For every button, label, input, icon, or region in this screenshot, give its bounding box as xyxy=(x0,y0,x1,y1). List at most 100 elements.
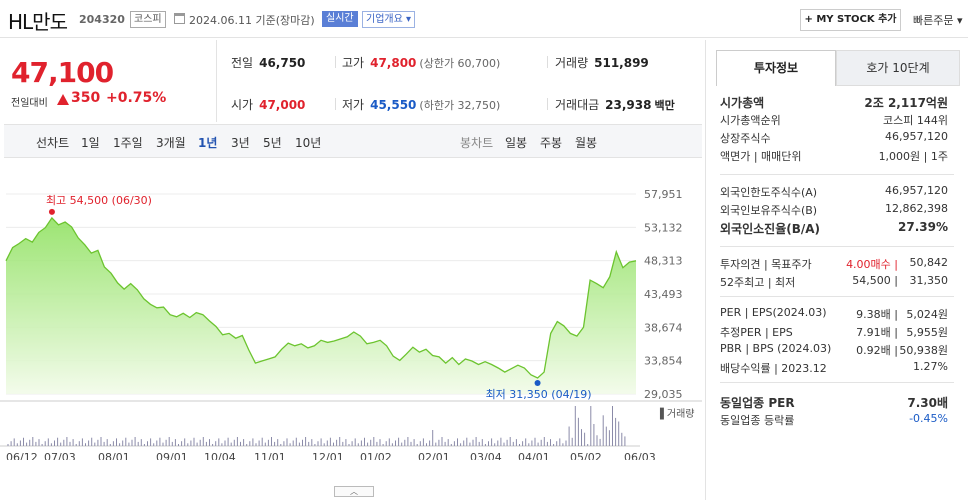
info-value: 1.27% xyxy=(913,360,948,373)
y-tick-label: 53,132 xyxy=(644,221,683,234)
x-tick-label: 12/01 xyxy=(312,451,344,460)
date-basis: 2024.06.11 기준(장마감) xyxy=(189,14,315,27)
max-point-marker xyxy=(48,208,55,215)
info-label: 외국인한도주식수(A) xyxy=(720,186,818,199)
metric-volume: 거래량 511,899 xyxy=(555,56,649,70)
period-1d[interactable]: 1일 xyxy=(81,136,100,150)
y-tick-label: 48,313 xyxy=(644,255,683,268)
up-arrow-icon xyxy=(57,94,69,105)
info-row: 액면가 | 매매단위 1,000원 | 1주 xyxy=(720,148,948,166)
chart-period-bar: 선차트 1일 1주일 3개월 1년 3년 5년 10년 봉차트 일봉 주봉 월봉 xyxy=(4,124,702,158)
info-mid-value: 7.91배 | xyxy=(856,326,898,339)
info-row: 시가총액 2조 2,117억원 xyxy=(720,94,948,112)
info-label: 동일업종 등락률 xyxy=(720,414,795,427)
y-tick-label: 38,674 xyxy=(644,321,683,334)
quick-order-dropdown[interactable]: 빠른주문 ▾ xyxy=(913,14,963,27)
info-value: 12,862,398 xyxy=(885,202,948,215)
info-value: 31,350 xyxy=(909,274,949,287)
period-3m[interactable]: 3개월 xyxy=(156,136,186,150)
info-value: 46,957,120 xyxy=(885,130,948,143)
tab-orderbook[interactable]: 호가 10단계 xyxy=(836,50,960,86)
info-label: 52주최고 | 최저 xyxy=(720,276,796,289)
info-value: 27.39% xyxy=(898,220,948,234)
y-tick-label: 57,951 xyxy=(644,188,683,201)
tab-investment-info[interactable]: 투자정보 xyxy=(716,50,836,86)
info-tabs: 투자정보 호가 10단계 xyxy=(716,50,960,86)
info-label: PBR | BPS (2024.03) xyxy=(720,342,832,355)
info-row: 추정PER | EPS 7.91배 | 5,955원 xyxy=(720,324,948,342)
info-label: 배당수익률 | 2023.12 xyxy=(720,362,827,375)
candle-weekly[interactable]: 주봉 xyxy=(540,136,563,150)
divider xyxy=(720,174,954,175)
metric-low: 저가 45,550 (하한가 32,750) xyxy=(342,98,501,112)
info-mid-value: 54,500 | xyxy=(852,274,898,287)
info-row: 외국인소진율(B/A) 27.39% xyxy=(720,220,948,238)
info-row: PBR | BPS (2024.03) 0.92배 | 50,938원 xyxy=(720,342,948,360)
price-line xyxy=(5,216,637,379)
stock-header: HL만도 204320 코스피 2024.06.11 기준(장마감) 실시간 기… xyxy=(0,0,968,38)
change-percent: +0.75% xyxy=(106,90,167,106)
info-value: 7.30배 xyxy=(907,396,948,410)
info-label: 추정PER | EPS xyxy=(720,326,793,339)
market-badge: 코스피 xyxy=(130,11,166,28)
change-label: 전일대비 xyxy=(11,98,48,109)
period-3y[interactable]: 3년 xyxy=(231,136,250,150)
add-mystock-button[interactable]: + MY STOCK 추가 xyxy=(800,9,901,31)
corp-info-dropdown[interactable]: 기업개요 ▾ xyxy=(362,11,416,28)
info-value: 50,938원 xyxy=(899,344,948,357)
info-row: 외국인한도주식수(A) 46,957,120 xyxy=(720,184,948,202)
period-1y[interactable]: 1년 xyxy=(198,136,218,150)
x-tick-label: 06/03 xyxy=(624,451,656,460)
metric-open: 시가 47,000 xyxy=(231,98,306,112)
info-value: 46,957,120 xyxy=(885,184,948,197)
info-label: 외국인보유주식수(B) xyxy=(720,204,818,217)
divider xyxy=(720,246,954,247)
info-mid-value: 9.38배 | xyxy=(856,308,898,321)
y-tick-label: 43,493 xyxy=(644,288,683,301)
info-value: -0.45% xyxy=(909,412,948,425)
info-row: 동일업종 PER 7.30배 xyxy=(720,394,948,412)
current-price: 47,100 xyxy=(11,56,114,89)
info-row: 외국인보유주식수(B) 12,862,398 xyxy=(720,202,948,220)
period-1w[interactable]: 1주일 xyxy=(113,136,143,150)
metric-high: 고가 47,800 (상한가 60,700) xyxy=(342,56,501,70)
metric-prev: 전일 46,750 xyxy=(231,56,306,70)
info-label: 시가총액순위 xyxy=(720,114,781,127)
min-point-marker xyxy=(534,379,541,386)
max-label: 최고 54,500 (06/30) xyxy=(46,194,152,207)
x-tick-label: 03/04 xyxy=(470,451,502,460)
divider xyxy=(720,296,954,297)
x-tick-label: 11/01 xyxy=(254,451,286,460)
info-label: 동일업종 PER xyxy=(720,396,795,410)
info-label: 상장주식수 xyxy=(720,132,771,145)
info-row: 시가총액순위 코스피 144위 xyxy=(720,112,948,130)
price-summary: 47,100 전일대비 350 +0.75% xyxy=(4,40,216,120)
realtime-button[interactable]: 실시간 xyxy=(322,11,358,27)
chevron-up-icon[interactable]: ︿ xyxy=(334,486,374,497)
info-value: 코스피 144위 xyxy=(883,114,948,127)
info-mid-value: 4.00매수 | xyxy=(846,258,898,271)
price-chart-svg: 57,951 53,132 48,313 43,493 38,674 33,854 29,0… xyxy=(0,188,702,464)
period-5y[interactable]: 5년 xyxy=(263,136,282,150)
x-tick-label: 05/02 xyxy=(570,451,602,460)
candle-monthly[interactable]: 월봉 xyxy=(575,136,598,150)
divider xyxy=(720,382,954,383)
x-tick-label: 08/01 xyxy=(98,451,130,460)
info-row: 52주최고 | 최저 54,500 | 31,350 xyxy=(720,274,948,292)
y-tick-label: 33,854 xyxy=(644,355,683,368)
info-value: 5,955원 xyxy=(906,326,948,339)
price-chart[interactable]: 57,951 53,132 48,313 43,493 38,674 33,854 29,0… xyxy=(0,160,702,464)
min-label: 최저 31,350 (04/19) xyxy=(486,388,592,401)
y-tick-label: 29,035 xyxy=(644,388,683,401)
stock-name: HL만도 xyxy=(8,10,68,34)
info-row: 상장주식수 46,957,120 xyxy=(720,130,948,148)
info-mid-value: 0.92배 | xyxy=(856,344,898,357)
chevron-down-icon: ▾ xyxy=(956,14,963,27)
period-10y[interactable]: 10년 xyxy=(295,136,322,150)
candle-daily[interactable]: 일봉 xyxy=(505,136,528,150)
info-row: 투자의견 | 목표주가 4.00매수 | 50,842 xyxy=(720,256,948,274)
x-tick-label: 09/01 xyxy=(156,451,188,460)
x-tick-label: 04/01 xyxy=(518,451,550,460)
info-value: 2조 2,117억원 xyxy=(864,96,948,110)
